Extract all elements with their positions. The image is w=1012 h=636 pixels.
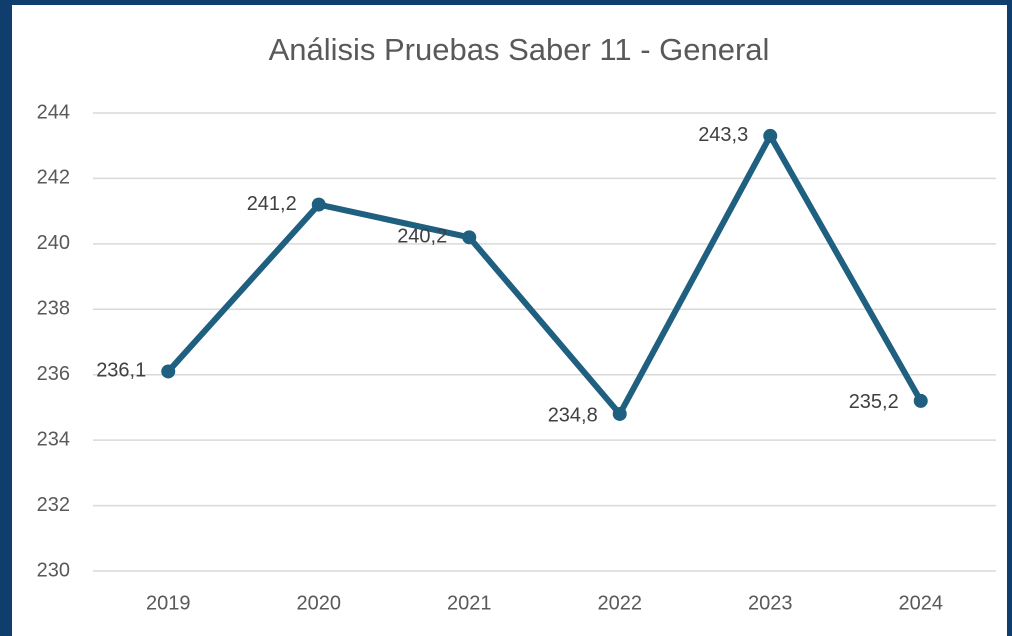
x-tick-label: 2023 [748, 592, 793, 614]
y-tick-label: 244 [37, 101, 70, 123]
data-point [161, 364, 176, 379]
y-tick-label: 238 [37, 298, 70, 320]
data-point [913, 393, 928, 408]
y-tick-label: 240 [37, 232, 70, 254]
x-tick-label: 2019 [146, 592, 191, 614]
x-tick-label: 2024 [899, 592, 944, 614]
series-line [166, 132, 924, 417]
data-label: 234,8 [548, 404, 598, 426]
y-tick-label: 242 [37, 167, 70, 189]
data-label: 243,3 [698, 124, 748, 146]
data-label: 240,2 [397, 226, 447, 248]
data-label: 241,2 [247, 193, 297, 215]
data-point [612, 406, 627, 421]
data-label: 235,2 [849, 391, 899, 413]
x-tick-label: 2021 [447, 592, 492, 614]
y-tick-label: 234 [37, 428, 70, 450]
data-point [311, 197, 326, 212]
x-tick-label: 2022 [598, 592, 643, 614]
chart-panel [12, 5, 1007, 636]
data-point [763, 128, 778, 143]
chart-title: Análisis Pruebas Saber 11 - General [269, 32, 770, 67]
y-tick-label: 232 [37, 494, 70, 516]
y-tick-label: 230 [37, 559, 70, 581]
x-tick-label: 2020 [297, 592, 342, 614]
data-label: 236,1 [96, 360, 146, 382]
y-tick-label: 236 [37, 363, 70, 385]
data-point [462, 230, 477, 245]
